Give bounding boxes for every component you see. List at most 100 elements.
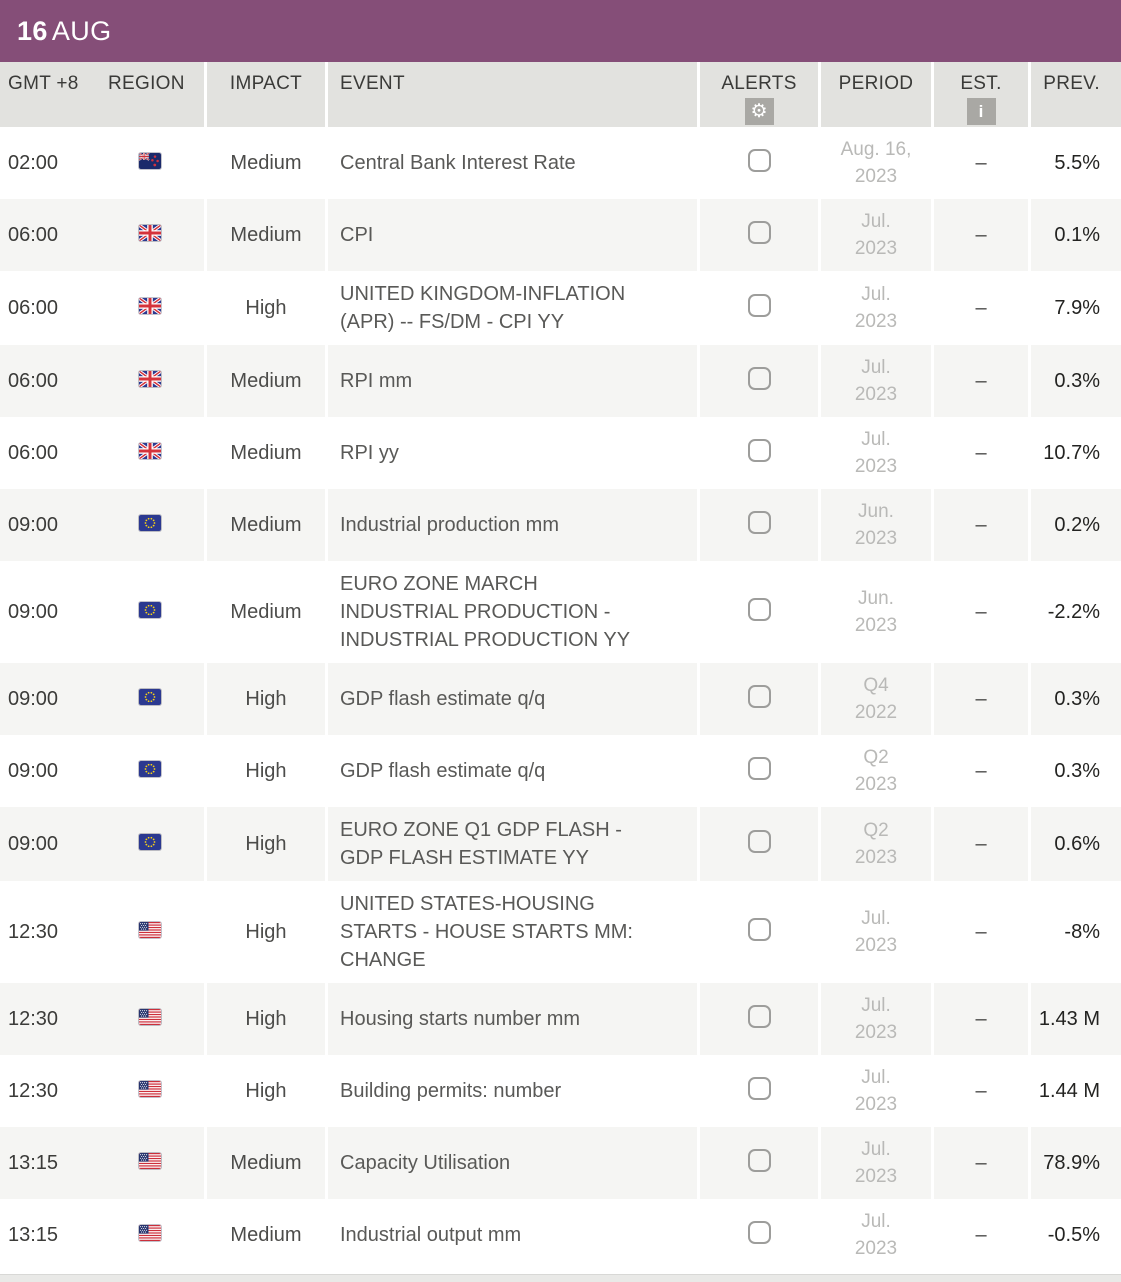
event-name: CPI: [325, 199, 697, 271]
alert-checkbox[interactable]: [747, 294, 771, 317]
flag-european-union-icon: [139, 760, 161, 777]
calendar-table: GMT +8 REGION IMPACT EVENT ALERTS ⚙ PERI…: [0, 62, 1121, 1271]
event-alerts: [697, 561, 818, 663]
event-estimate: –: [931, 127, 1028, 199]
event-previous: -0.5%: [1028, 1199, 1121, 1271]
event-time: 06:00: [0, 271, 96, 345]
event-alerts: [697, 489, 818, 561]
flag-united-kingdom-icon: [139, 224, 161, 241]
event-impact: High: [204, 271, 325, 345]
alert-checkbox[interactable]: [747, 1149, 771, 1172]
event-period: Q2 2023: [818, 735, 931, 807]
event-region: [96, 271, 204, 345]
event-time: 06:00: [0, 199, 96, 271]
event-time: 06:00: [0, 345, 96, 417]
event-period: Jul. 2023: [818, 1127, 931, 1199]
alerts-settings-button[interactable]: ⚙: [744, 98, 774, 125]
event-row: 12:30 High UNITED STATES-HOUSING STARTS - …: [0, 881, 1121, 983]
event-alerts: [697, 1055, 818, 1127]
event-impact: Medium: [204, 1199, 325, 1271]
alert-checkbox[interactable]: [747, 367, 771, 390]
event-row: 09:00 Medium Industrial production mm Jun. …: [0, 489, 1121, 561]
event-estimate: –: [931, 807, 1028, 881]
event-impact: Medium: [204, 199, 325, 271]
col-header-impact: IMPACT: [204, 62, 325, 127]
event-estimate: –: [931, 983, 1028, 1055]
flag-european-union-icon: [139, 688, 161, 705]
alert-checkbox[interactable]: [747, 439, 771, 462]
event-previous: 0.3%: [1028, 345, 1121, 417]
event-estimate: –: [931, 1127, 1028, 1199]
event-region: [96, 417, 204, 489]
event-impact: High: [204, 881, 325, 983]
event-previous: -8%: [1028, 881, 1121, 983]
event-time: 09:00: [0, 735, 96, 807]
event-previous: 5.5%: [1028, 127, 1121, 199]
flag-united-states-icon: [139, 1008, 161, 1025]
event-period: Jul. 2023: [818, 417, 931, 489]
event-alerts: [697, 271, 818, 345]
event-name: UNITED STATES-HOUSING STARTS - HOUSE STA…: [325, 881, 697, 983]
event-row: 09:00 Medium EURO ZONE MARCH INDUSTRIAL PR…: [0, 561, 1121, 663]
event-previous: 10.7%: [1028, 417, 1121, 489]
event-alerts: [697, 345, 818, 417]
event-estimate: –: [931, 663, 1028, 735]
event-row: 06:00 Medium RPI mm Jul. 2023–0.3%: [0, 345, 1121, 417]
event-time: 02:00: [0, 127, 96, 199]
event-time: 09:00: [0, 807, 96, 881]
event-name: RPI yy: [325, 417, 697, 489]
flag-united-kingdom-icon: [139, 442, 161, 459]
alert-checkbox[interactable]: [747, 757, 771, 780]
event-row: 13:15 Medium Capacity Utilisation Jul. 2023…: [0, 1127, 1121, 1199]
next-section-edge: [0, 1274, 1121, 1282]
alert-checkbox[interactable]: [747, 918, 771, 941]
est-info-button[interactable]: i: [966, 98, 996, 125]
event-name: RPI mm: [325, 345, 697, 417]
alert-checkbox[interactable]: [747, 1005, 771, 1028]
event-region: [96, 1199, 204, 1271]
alert-checkbox[interactable]: [747, 685, 771, 708]
col-header-est: EST. i: [931, 62, 1028, 127]
event-previous: 7.9%: [1028, 271, 1121, 345]
event-impact: High: [204, 807, 325, 881]
event-row: 09:00 High GDP flash estimate q/q Q2 2023–0…: [0, 735, 1121, 807]
alert-checkbox[interactable]: [747, 1077, 771, 1100]
event-row: 09:00 High EURO ZONE Q1 GDP FLASH - GDP FL…: [0, 807, 1121, 881]
gear-icon: ⚙: [750, 101, 768, 122]
event-impact: High: [204, 1055, 325, 1127]
event-row: 09:00 High GDP flash estimate q/q Q4 2022–0…: [0, 663, 1121, 735]
event-impact: Medium: [204, 345, 325, 417]
event-time: 13:15: [0, 1199, 96, 1271]
flag-european-union-icon: [139, 601, 161, 618]
event-time: 09:00: [0, 489, 96, 561]
event-period: Aug. 16, 2023: [818, 127, 931, 199]
event-impact: Medium: [204, 127, 325, 199]
alert-checkbox[interactable]: [747, 830, 771, 853]
event-period: Jun. 2023: [818, 561, 931, 663]
event-estimate: –: [931, 345, 1028, 417]
alert-checkbox[interactable]: [747, 598, 771, 621]
event-previous: 0.3%: [1028, 663, 1121, 735]
event-estimate: –: [931, 417, 1028, 489]
alert-checkbox[interactable]: [747, 511, 771, 534]
alert-checkbox[interactable]: [747, 149, 771, 172]
event-alerts: [697, 127, 818, 199]
event-row: 13:15 Medium Industrial output mm Jul. 2023…: [0, 1199, 1121, 1271]
event-alerts: [697, 1127, 818, 1199]
event-estimate: –: [931, 1055, 1028, 1127]
flag-european-union-icon: [139, 833, 161, 850]
event-region: [96, 489, 204, 561]
event-time: 12:30: [0, 1055, 96, 1127]
event-region: [96, 881, 204, 983]
event-period: Jul. 2023: [818, 881, 931, 983]
alert-checkbox[interactable]: [747, 221, 771, 244]
event-period: Jul. 2023: [818, 983, 931, 1055]
event-impact: Medium: [204, 1127, 325, 1199]
event-region: [96, 807, 204, 881]
event-region: [96, 735, 204, 807]
event-estimate: –: [931, 271, 1028, 345]
event-name: UNITED KINGDOM-INFLATION (APR) -- FS/DM …: [325, 271, 697, 345]
alert-checkbox[interactable]: [747, 1221, 771, 1244]
event-name: Housing starts number mm: [325, 983, 697, 1055]
event-row: 02:00 Medium Central Bank Interest Rate Aug…: [0, 127, 1121, 199]
